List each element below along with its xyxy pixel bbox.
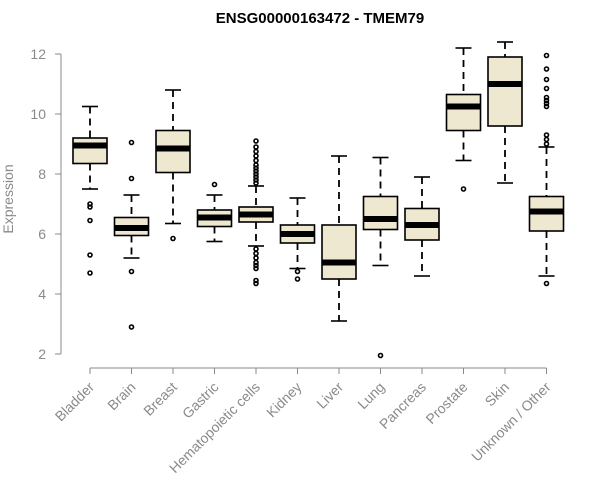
outlier-point [211, 181, 218, 188]
outlier-point [253, 265, 259, 272]
boxes-group [72, 41, 565, 359]
outlier-point [253, 168, 259, 174]
y-tick-label: 4 [38, 286, 46, 302]
outlier-point [128, 324, 135, 330]
x-tick-label: Prostate [422, 379, 470, 427]
iqr-box [362, 195, 399, 231]
outlier-point [543, 85, 550, 92]
outlier-point [87, 217, 93, 224]
iqr-box [445, 93, 482, 132]
outlier-point [128, 175, 135, 182]
outlier-point [543, 94, 550, 101]
outlier-point [253, 138, 259, 144]
outlier-point [543, 132, 550, 138]
outlier-point [253, 153, 259, 159]
x-tick-label: Kidney [263, 379, 305, 421]
box-10 [487, 41, 523, 184]
box-4 [238, 138, 274, 287]
y-tick-label: 8 [38, 166, 46, 182]
y-tick-label: 10 [30, 106, 46, 122]
outlier-point [87, 252, 93, 258]
chart-title: ENSG00000163472 - TMEM79 [216, 10, 424, 27]
outlier-point [253, 171, 259, 177]
outlier-point [253, 262, 259, 269]
outlier-point [253, 165, 259, 171]
x-tick-label: Brain [104, 379, 138, 413]
outlier-point [128, 139, 135, 146]
outlier-point [253, 255, 259, 261]
x-tick-label: Bladder [52, 379, 98, 425]
y-axis-label: Expression [0, 164, 16, 233]
outlier-point [543, 97, 550, 104]
iqr-box [72, 137, 108, 165]
x-tick-label: Breast [140, 379, 180, 419]
iqr-box [487, 56, 523, 127]
outlier-point [253, 180, 259, 186]
outlier-point [253, 144, 259, 150]
box-9 [445, 47, 482, 192]
outlier-point [543, 66, 550, 72]
outlier-point [543, 141, 550, 147]
outlier-point [294, 276, 301, 282]
outlier-point [253, 177, 259, 183]
outlier-point [87, 204, 93, 210]
box-7 [362, 156, 399, 359]
outlier-point [294, 268, 301, 275]
box-5 [279, 197, 316, 282]
x-tick-label: Unknown / Other [468, 379, 554, 465]
x-tick-label: Liver [313, 379, 346, 412]
box-3 [196, 181, 233, 243]
y-tick-label: 12 [30, 46, 46, 62]
box-0 [72, 105, 108, 276]
outlier-point [253, 246, 259, 252]
box-1 [113, 139, 150, 330]
outlier-point [87, 270, 93, 276]
box-11 [528, 52, 565, 287]
outlier-point [170, 235, 176, 242]
outlier-point [253, 174, 259, 180]
outlier-point [543, 76, 550, 83]
outlier-point [543, 100, 550, 107]
outlier-point [253, 259, 259, 266]
box-2 [155, 89, 191, 242]
outlier-point [543, 136, 550, 143]
y-tick-label: 6 [38, 226, 46, 242]
outlier-point [253, 250, 259, 257]
outlier-point [253, 157, 259, 164]
box-8 [404, 176, 440, 277]
outlier-point [253, 277, 259, 284]
outlier-point [87, 201, 93, 207]
outlier-point [128, 268, 135, 275]
outlier-point [543, 103, 550, 110]
iqr-box [321, 224, 357, 280]
x-tick-label: Skin [482, 379, 513, 410]
outlier-point [253, 148, 259, 155]
box-6 [321, 155, 357, 322]
outlier-point [253, 280, 259, 287]
y-tick-label: 2 [38, 346, 46, 362]
outlier-point [377, 352, 384, 359]
x-tick-label: Lung [354, 379, 387, 412]
outlier-point [543, 52, 550, 59]
outlier-point [253, 162, 259, 168]
y-axis: 2 4 6 8 10 12 [30, 46, 62, 362]
outlier-point [543, 280, 550, 287]
outlier-point [460, 186, 467, 192]
